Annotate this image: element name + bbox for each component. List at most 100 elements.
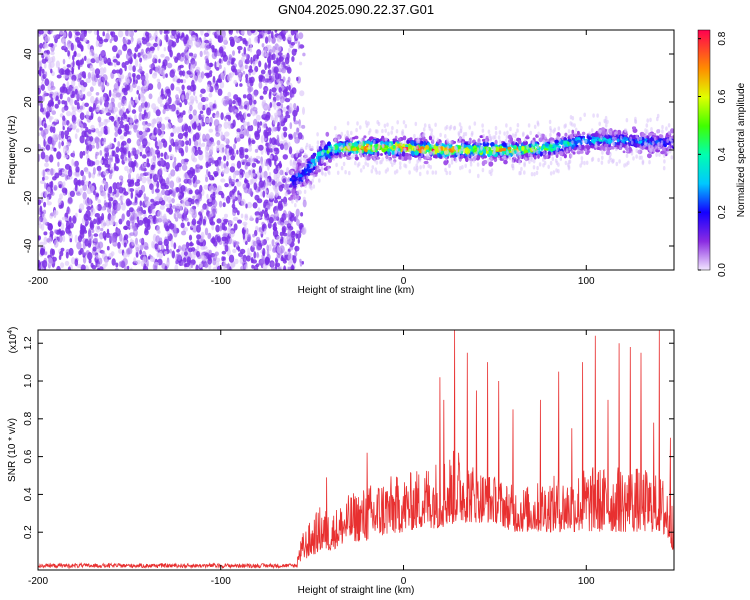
noise-speck xyxy=(282,178,287,183)
noise-speck xyxy=(183,251,188,256)
noise-speck xyxy=(126,200,133,206)
noise-speck xyxy=(136,38,141,45)
noise-speck xyxy=(91,144,95,149)
noise-speck xyxy=(62,31,67,38)
signal-speck xyxy=(577,130,580,136)
noise-speck xyxy=(239,168,244,175)
noise-speck xyxy=(283,201,288,207)
noise-speck xyxy=(146,42,151,47)
noise-speck xyxy=(170,83,175,91)
noise-speck xyxy=(162,215,167,221)
noise-speck xyxy=(229,230,235,238)
noise-speck xyxy=(142,130,148,137)
noise-speck xyxy=(139,173,145,177)
noise-speck xyxy=(115,146,120,153)
noise-speck xyxy=(196,245,200,251)
noise-speck xyxy=(229,166,236,173)
noise-speck xyxy=(72,125,76,131)
noise-speck xyxy=(252,157,257,162)
noise-speck xyxy=(102,231,107,239)
noise-speck xyxy=(156,174,160,179)
noise-speck xyxy=(157,210,163,219)
noise-speck xyxy=(206,140,212,147)
noise-speck xyxy=(301,124,306,129)
noise-speck xyxy=(121,213,126,221)
noise-speck xyxy=(239,248,246,254)
noise-speck xyxy=(226,161,229,167)
noise-speck xyxy=(196,224,201,233)
noise-speck xyxy=(270,115,274,121)
noise-speck xyxy=(143,162,147,167)
noise-speck xyxy=(212,48,217,53)
noise-speck xyxy=(276,137,280,145)
noise-speck xyxy=(198,113,202,121)
noise-speck xyxy=(173,242,177,250)
noise-speck xyxy=(280,198,284,203)
noise-speck xyxy=(160,159,165,166)
noise-speck xyxy=(56,74,62,79)
noise-speck xyxy=(140,145,144,153)
noise-speck xyxy=(265,104,270,110)
noise-speck xyxy=(71,105,75,110)
noise-speck xyxy=(188,234,193,241)
noise-speck xyxy=(148,93,153,100)
noise-speck xyxy=(80,123,84,132)
noise-speck xyxy=(273,66,279,74)
noise-speck xyxy=(107,102,113,111)
noise-speck xyxy=(107,194,111,199)
noise-speck xyxy=(76,53,81,58)
noise-speck xyxy=(270,54,274,61)
noise-speck xyxy=(258,180,265,188)
noise-speck xyxy=(199,267,203,270)
noise-speck xyxy=(274,30,278,33)
noise-speck xyxy=(276,262,281,268)
noise-speck xyxy=(160,53,165,58)
noise-speck xyxy=(185,145,189,153)
noise-speck xyxy=(174,139,179,145)
noise-speck xyxy=(285,111,289,116)
noise-speck xyxy=(88,258,92,264)
noise-speck xyxy=(195,164,201,173)
noise-speck xyxy=(132,74,136,82)
noise-speck xyxy=(181,244,187,252)
noise-speck xyxy=(197,102,203,111)
noise-speck xyxy=(131,239,135,246)
noise-speck xyxy=(205,161,209,169)
noise-speck xyxy=(62,126,65,131)
noise-speck xyxy=(102,74,108,83)
noise-speck xyxy=(133,52,137,60)
noise-speck xyxy=(288,103,293,111)
noise-speck xyxy=(213,266,217,270)
noise-speck xyxy=(40,84,46,91)
noise-speck xyxy=(121,106,125,112)
noise-speck xyxy=(103,146,109,154)
noise-speck xyxy=(273,147,278,152)
noise-speck xyxy=(211,236,216,245)
noise-speck xyxy=(143,84,149,90)
noise-speck xyxy=(79,112,85,121)
noise-speck xyxy=(301,226,307,235)
noise-speck xyxy=(46,54,51,60)
noise-speck xyxy=(272,45,276,54)
noise-speck xyxy=(230,155,235,161)
noise-speck xyxy=(215,67,220,71)
noise-speck xyxy=(174,144,178,153)
noise-speck xyxy=(69,238,73,243)
noise-speck xyxy=(299,90,305,97)
noise-speck xyxy=(132,124,138,130)
noise-speck xyxy=(131,109,137,114)
noise-speck xyxy=(284,98,291,103)
noise-speck xyxy=(212,257,217,266)
signal-speck xyxy=(503,159,508,165)
noise-speck xyxy=(271,87,277,93)
noise-speck xyxy=(185,92,190,101)
noise-speck xyxy=(271,239,275,247)
noise-speck xyxy=(252,202,258,209)
noise-speck xyxy=(63,154,69,159)
noise-speck xyxy=(223,121,229,129)
noise-speck xyxy=(277,121,280,127)
noise-speck xyxy=(144,227,149,233)
noise-speck xyxy=(267,127,272,133)
noise-speck xyxy=(244,64,248,70)
noise-speck xyxy=(38,68,42,77)
